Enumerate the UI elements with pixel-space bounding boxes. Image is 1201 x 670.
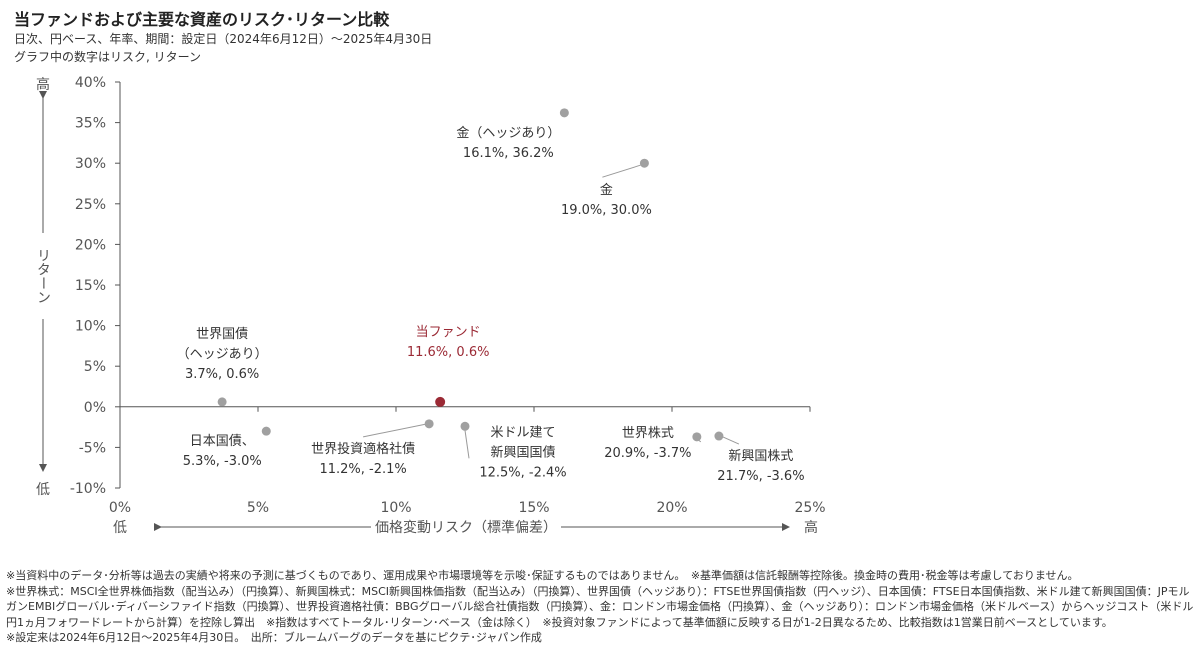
- leader-line: [602, 164, 641, 178]
- data-label: 世界国債（ヘッジあり） 3.7%, 0.6%: [177, 327, 268, 382]
- data-point: [435, 396, 446, 407]
- chart-ticks: 0% 5% 10% 15% 20% 25% 40% 35% 30% 25% 20% 15% 10% 5% 0…: [70, 75, 826, 516]
- leader-line: [720, 435, 740, 445]
- y-tick-label: 15%: [75, 278, 106, 294]
- x-tick-label: 0%: [109, 500, 131, 516]
- data-label: 新興国株式 21.7%, -3.6%: [717, 448, 804, 484]
- y-tick-label: 10%: [75, 319, 106, 335]
- y-tick-label: -5%: [79, 440, 106, 456]
- leader-line: [464, 430, 470, 459]
- data-label: 金（ヘッジあり） 16.1%, 36.2%: [456, 125, 560, 161]
- data-point: [261, 426, 271, 436]
- x-tick-label: 5%: [247, 500, 269, 516]
- y-tick-label: 0%: [84, 400, 106, 416]
- data-point: [460, 421, 470, 431]
- y-tick-label: 25%: [75, 197, 106, 213]
- footnotes: ※当資料中のデータ･分析等は過去の実績や将来の予測に基づくものであり、運用成果や…: [6, 568, 1196, 646]
- data-label: 当ファンド 11.6%, 0.6%: [407, 325, 490, 360]
- data-points: [217, 108, 724, 442]
- y-tick-label: -10%: [70, 481, 106, 497]
- subtitle-note: グラフ中の数字はリスク, リターン: [14, 50, 202, 64]
- axis-labels: 低高価格変動リスク（標準偏差）高低リターン: [34, 76, 818, 538]
- footnote-source: ※設定来は2024年6月12日～2025年4月30日。 出所：ブルームバーグのデ…: [6, 631, 542, 644]
- y-tick-label: 35%: [75, 116, 106, 132]
- risk-return-scatter-chart: 0% 5% 10% 15% 20% 25% 40% 35% 30% 25% 20% 15% 10% 5% 0…: [34, 75, 826, 538]
- y-axis-low-label: 低: [36, 482, 50, 498]
- y-axis-title: リターン: [35, 248, 51, 304]
- data-point: [714, 431, 724, 441]
- data-point: [559, 108, 569, 118]
- y-axis-title-bg: [34, 233, 52, 319]
- data-point: [217, 397, 227, 407]
- page-title: 当ファンドおよび主要な資産のリスク･リターン比較: [14, 10, 390, 29]
- leader-line: [363, 423, 428, 438]
- footnote-disclaimer: ※当資料中のデータ･分析等は過去の実績や将来の予測に基づくものであり、運用成果や…: [6, 569, 1079, 582]
- y-tick-label: 30%: [75, 156, 106, 172]
- x-axis-title: 価格変動リスク（標準偏差）: [375, 519, 557, 536]
- y-tick-label: 20%: [75, 237, 106, 253]
- data-label: 世界株式 20.9%, -3.7%: [604, 426, 691, 461]
- y-axis-high-label: 高: [36, 76, 50, 93]
- x-tick-label: 25%: [794, 500, 825, 516]
- data-label: 世界投資適格社債 11.2%, -2.1%: [311, 441, 415, 477]
- x-tick-label: 15%: [518, 500, 549, 516]
- subtitle-period: 日次、円ベース、年率、期間：設定日（2024年6月12日）～2025年4月30日: [14, 32, 433, 46]
- x-axis-high-label: 高: [804, 519, 818, 536]
- x-tick-label: 20%: [656, 500, 687, 516]
- label-leader-lines: [363, 164, 740, 459]
- x-axis-title-bg: [371, 518, 561, 538]
- data-point: [639, 158, 649, 168]
- data-point: [424, 419, 434, 429]
- x-tick-label: 10%: [380, 500, 411, 516]
- y-tick-label: 40%: [75, 75, 106, 91]
- footnote-indices: ※世界株式：MSCI全世界株価指数（配当込み）（円換算）、新興国株式：MSCI新…: [6, 584, 1194, 629]
- data-label: 日本国債、 5.3%, -3.0%: [183, 434, 262, 469]
- data-labels: 当ファンド 11.6%, 0.6% 世界国債（ヘッジあり） 3.7%, 0.6% 日本国…: [177, 125, 805, 484]
- data-point: [692, 432, 702, 442]
- x-axis-low-label: 低: [113, 520, 127, 536]
- y-tick-label: 5%: [84, 359, 106, 375]
- data-label: 金 19.0%, 30.0%: [561, 182, 652, 218]
- data-label: 米ドル建て新興国国債 12.5%, -2.4%: [479, 425, 566, 480]
